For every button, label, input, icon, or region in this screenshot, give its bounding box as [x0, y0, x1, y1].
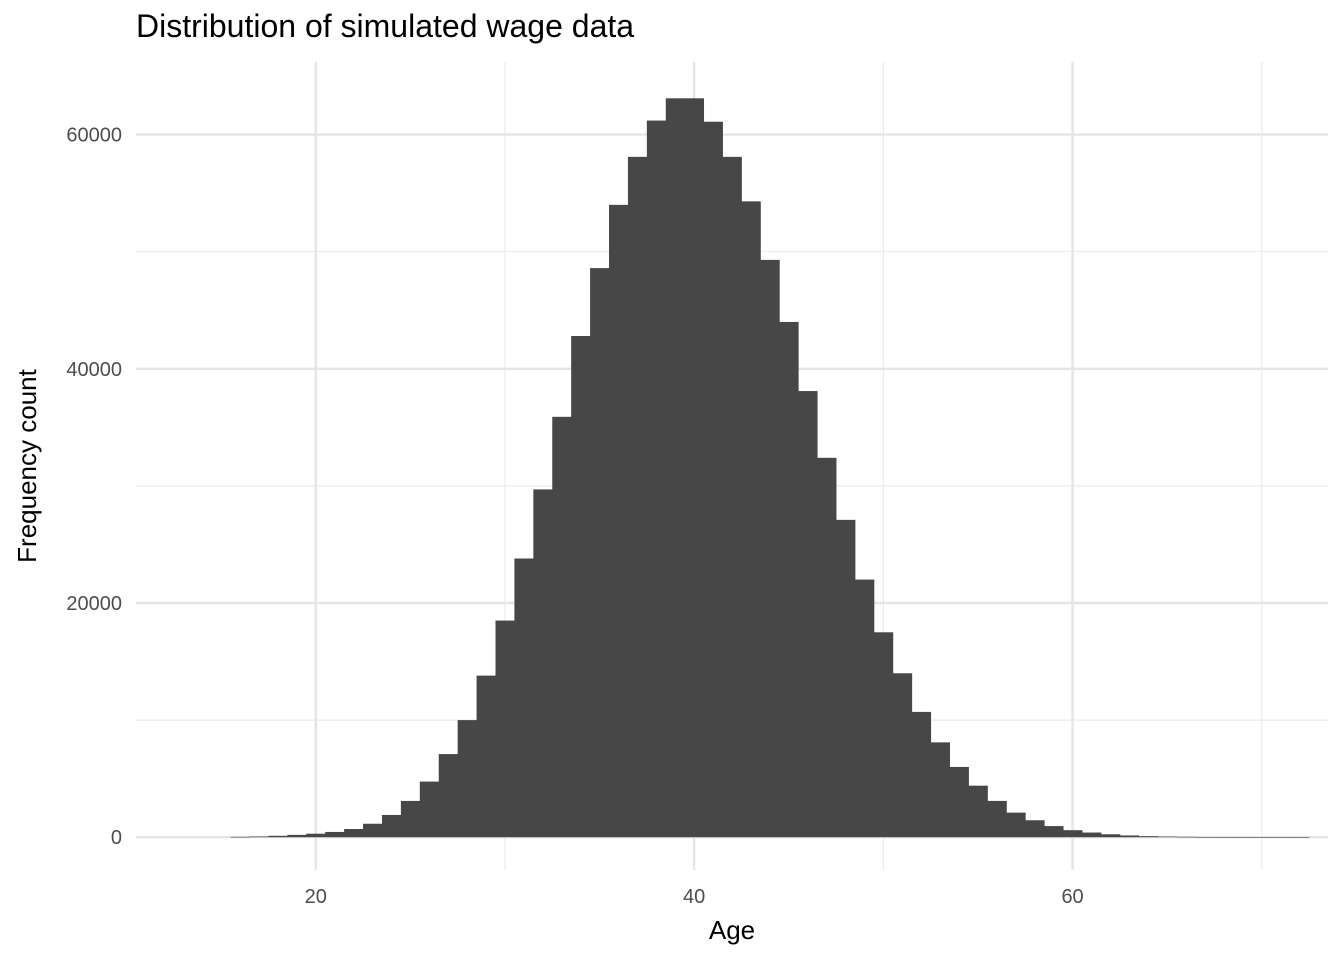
histogram-bar: [476, 675, 496, 838]
histogram-bar: [949, 766, 969, 838]
histogram-bar: [854, 579, 875, 838]
histogram-bar: [760, 259, 780, 838]
histogram-bar: [249, 836, 269, 838]
histogram-bar: [1271, 837, 1291, 838]
histogram-bar: [836, 519, 856, 838]
chart-title: Distribution of simulated wage data: [136, 8, 635, 44]
histogram-bar: [892, 673, 913, 838]
histogram-bar: [684, 98, 705, 838]
histogram-bars: [230, 98, 1310, 838]
histogram-bar: [438, 754, 459, 838]
histogram-bar: [1138, 836, 1159, 838]
x-tick-label: 60: [1061, 886, 1083, 908]
histogram-bar: [1290, 837, 1310, 838]
x-tick-label: 40: [683, 886, 705, 908]
x-tick-label: 20: [305, 886, 327, 908]
histogram-bar: [400, 800, 421, 838]
histogram-bar: [552, 416, 572, 838]
histogram-bar: [1233, 837, 1253, 838]
histogram-bar: [590, 268, 610, 838]
histogram-bar: [1119, 835, 1140, 838]
histogram-bar: [1025, 820, 1045, 838]
histogram-bar: [987, 800, 1007, 838]
histogram-bar: [817, 457, 837, 838]
histogram-bar: [419, 781, 440, 838]
histogram-bar: [741, 201, 761, 838]
histogram-bar: [457, 720, 477, 838]
histogram-bar: [1044, 826, 1064, 838]
histogram-bar: [381, 814, 402, 838]
histogram-bar: [287, 834, 307, 838]
histogram-bar: [495, 620, 515, 838]
histogram-bar: [609, 204, 629, 838]
histogram-bar: [1176, 836, 1196, 838]
histogram-bar: [873, 632, 894, 838]
x-axis-ticks: 20 40 60: [305, 886, 1084, 908]
y-tick-label: 40000: [66, 359, 122, 381]
histogram-bar: [703, 121, 723, 838]
histogram-bar: [911, 711, 932, 838]
histogram-bar: [779, 321, 799, 838]
histogram-bar: [268, 835, 288, 838]
histogram-bar: [646, 120, 667, 838]
y-axis-ticks: 0 20000 40000 60000: [66, 125, 122, 850]
histogram-bar: [1252, 837, 1272, 838]
histogram-bar: [665, 98, 686, 838]
histogram-bar: [798, 391, 818, 838]
histogram-bar: [363, 823, 383, 838]
histogram-bar: [1157, 836, 1178, 838]
histogram-bar: [968, 785, 988, 838]
histogram-bar: [930, 742, 950, 838]
histogram-bar: [1006, 812, 1026, 838]
x-axis-label: Age: [709, 915, 755, 945]
histogram-bar: [533, 489, 553, 838]
y-tick-label: 0: [111, 827, 122, 849]
histogram-bar: [1063, 830, 1083, 838]
y-tick-label: 20000: [66, 593, 122, 615]
histogram-bar: [514, 558, 534, 838]
histogram-bar: [1195, 836, 1215, 838]
histogram-bar: [722, 156, 742, 838]
histogram-bar: [1082, 832, 1102, 838]
histogram-bar: [230, 836, 250, 838]
histogram-bar: [627, 156, 648, 838]
y-tick-label: 60000: [66, 125, 122, 147]
histogram-bar: [1100, 834, 1121, 838]
histogram-bar: [344, 829, 364, 838]
histogram-bar: [571, 336, 591, 838]
histogram-bar: [1214, 837, 1234, 838]
histogram-bar: [325, 831, 345, 838]
y-axis-label: Frequency count: [12, 368, 42, 562]
histogram-bar: [306, 833, 326, 838]
